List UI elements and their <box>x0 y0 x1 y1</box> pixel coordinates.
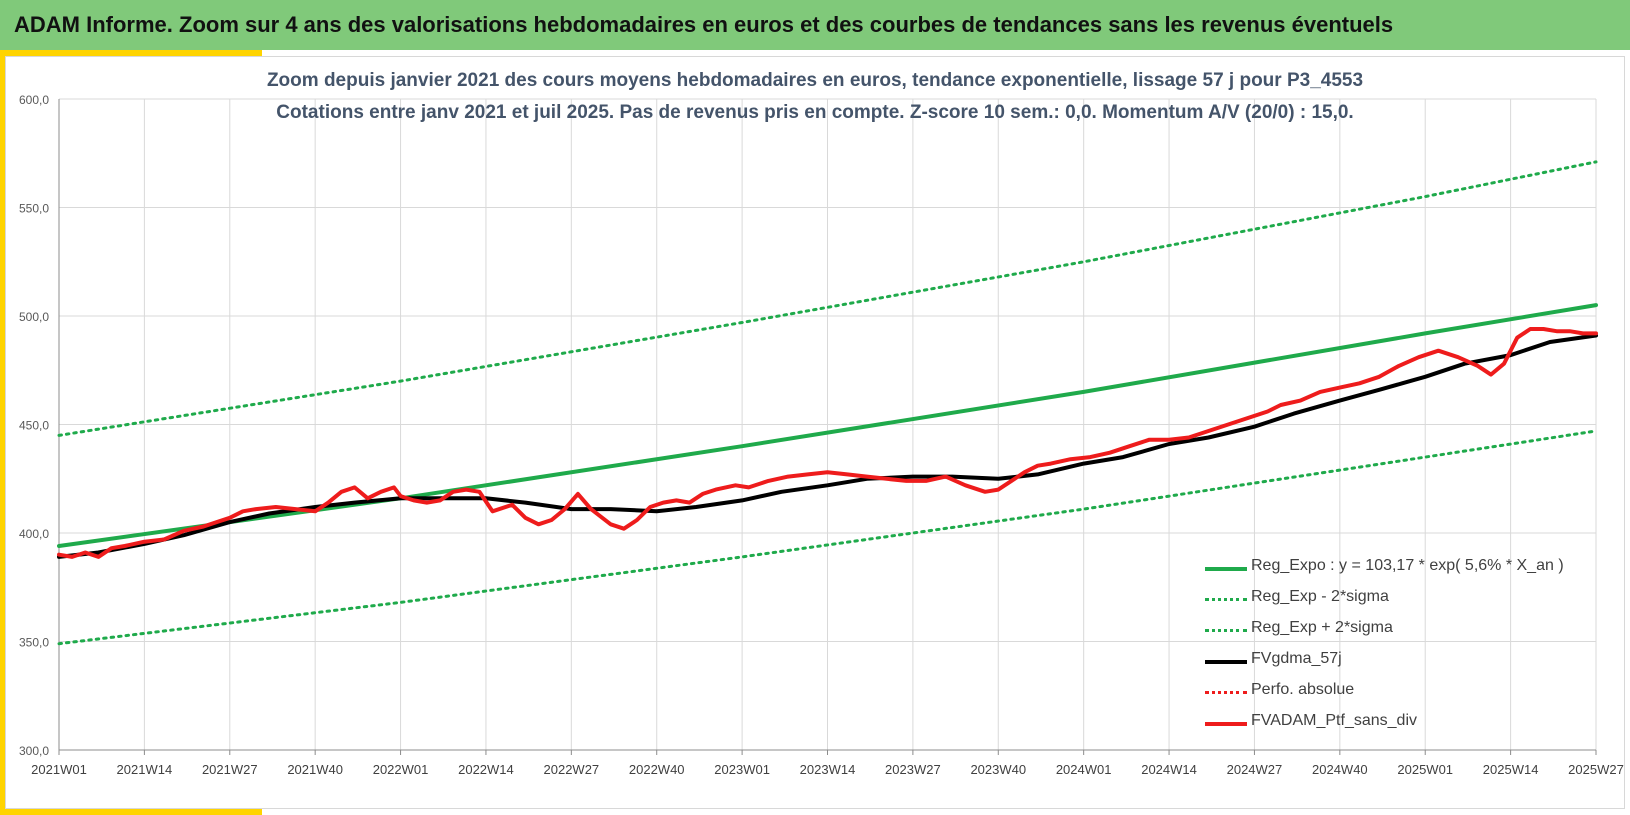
x-tick-label: 2021W40 <box>287 762 343 777</box>
legend-swatch-fvadam-ptf <box>1205 722 1247 726</box>
accent-bar-top <box>0 50 262 56</box>
x-tick-label: 2022W27 <box>544 762 600 777</box>
chart-title-line-2: Cotations entre janv 2021 et juil 2025. … <box>276 102 1354 123</box>
y-tick-label: 450,0 <box>19 419 49 433</box>
x-tick-label: 2021W01 <box>31 762 87 777</box>
page-title: ADAM Informe. Zoom sur 4 ans des valoris… <box>14 12 1394 37</box>
legend-label-reg-expo: Reg_Expo : y = 103,17 * exp( 5,6% * X_an… <box>1251 557 1564 574</box>
accent-bar-bottom <box>0 809 262 815</box>
legend-swatch-reg-exp-plus <box>1205 629 1247 632</box>
legend-swatch-perfo-absolue <box>1205 691 1247 694</box>
y-tick-label: 300,0 <box>19 744 49 758</box>
legend-label-reg-exp-minus: Reg_Exp - 2*sigma <box>1251 588 1389 605</box>
x-tick-label: 2022W14 <box>458 762 514 777</box>
x-tick-label: 2024W01 <box>1056 762 1112 777</box>
y-tick-label: 500,0 <box>19 310 49 324</box>
series-line-fvgdma <box>57 333 1598 559</box>
chart-frame <box>5 56 1625 809</box>
x-tick-label: 2023W40 <box>970 762 1026 777</box>
x-tick-label: 2023W01 <box>714 762 770 777</box>
x-tick-label: 2024W14 <box>1141 762 1197 777</box>
title-banner: ADAM Informe. Zoom sur 4 ans des valoris… <box>0 0 1630 50</box>
series-line-fvadam-ptf <box>57 327 1598 559</box>
axes: 300,0 350,0 400,0 450,0 500,0 550,0 600,0 2021W… <box>19 93 1624 777</box>
x-tick-label: 2021W27 <box>202 762 258 777</box>
x-tick-label: 2024W40 <box>1312 762 1368 777</box>
x-tick-label: 2025W27 <box>1568 762 1624 777</box>
y-tick-label: 550,0 <box>19 202 49 216</box>
legend-label-perfo-absolue: Perfo. absolue <box>1251 681 1355 698</box>
x-tick-label: 2024W27 <box>1227 762 1283 777</box>
x-tick-label: 2025W14 <box>1483 762 1539 777</box>
legend-swatch-fvgdma <box>1205 660 1247 664</box>
legend-label-fvadam-ptf: FVADAM_Ptf_sans_div <box>1251 712 1417 729</box>
x-tick-label: 2022W40 <box>629 762 685 777</box>
series-line-reg-exp-plus <box>57 160 1598 437</box>
x-tick-label: 2023W14 <box>800 762 856 777</box>
legend-swatch-reg-expo <box>1205 567 1247 571</box>
chart-title-line-1: Zoom depuis janvier 2021 des cours moyen… <box>266 70 1364 91</box>
x-tick-label: 2022W01 <box>373 762 429 777</box>
series-line-reg-expo <box>57 303 1598 548</box>
accent-bar-left <box>0 50 5 815</box>
y-tick-label: 600,0 <box>19 93 49 107</box>
x-tick-label: 2025W01 <box>1397 762 1453 777</box>
series-lines <box>57 160 1598 646</box>
legend-swatch-reg-exp-minus <box>1205 598 1247 601</box>
y-tick-label: 350,0 <box>19 636 49 650</box>
gridlines <box>58 98 1597 751</box>
x-tick-label: 2023W27 <box>885 762 941 777</box>
x-tick-label: 2021W14 <box>117 762 173 777</box>
y-tick-label: 400,0 <box>19 527 49 541</box>
series-line-reg-exp-minus <box>57 429 1598 646</box>
legend-label-fvgdma: FVgdma_57j <box>1251 650 1342 667</box>
legend-label-reg-exp-plus: Reg_Exp + 2*sigma <box>1251 619 1393 636</box>
